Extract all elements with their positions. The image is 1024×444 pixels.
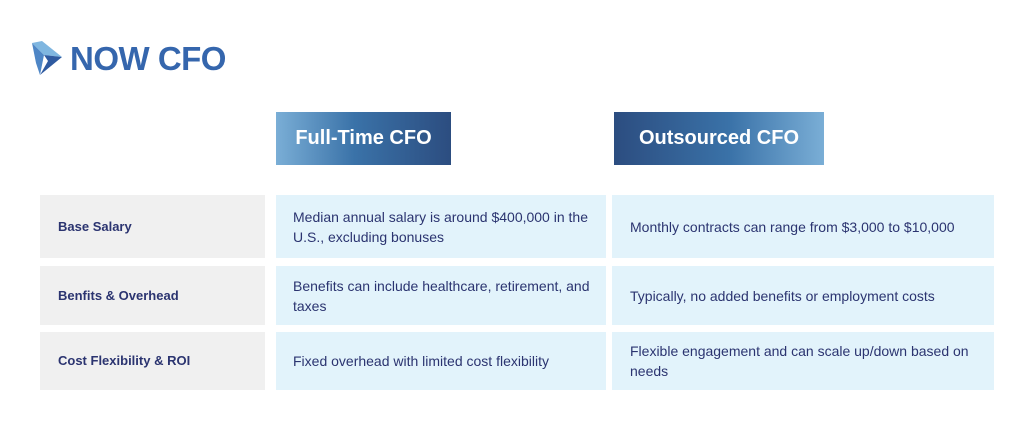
row-label-benefits-overhead: Benfits & Overhead (40, 266, 265, 325)
cell-outsourced-base-salary: Monthly contracts can range from $3,000 … (612, 195, 994, 258)
logo-arrow-icon (32, 41, 62, 75)
header-outsourced-cfo: Outsourced CFO (614, 112, 824, 165)
cell-full-time-flexibility: Fixed overhead with limited cost flexibi… (276, 332, 606, 390)
logo: NOW CFO (30, 40, 226, 78)
cell-full-time-benefits: Benefits can include healthcare, retirem… (276, 266, 606, 325)
cell-outsourced-flexibility: Flexible engagement and can scale up/dow… (612, 332, 994, 390)
cell-full-time-base-salary: Median annual salary is around $400,000 … (276, 195, 606, 258)
cell-outsourced-benefits: Typically, no added benefits or employme… (612, 266, 994, 325)
row-label-cost-flexibility: Cost Flexibility & ROI (40, 332, 265, 390)
row-label-base-salary: Base Salary (40, 195, 265, 258)
logo-text: NOW CFO (70, 40, 226, 77)
header-full-time-cfo: Full-Time CFO (276, 112, 451, 165)
